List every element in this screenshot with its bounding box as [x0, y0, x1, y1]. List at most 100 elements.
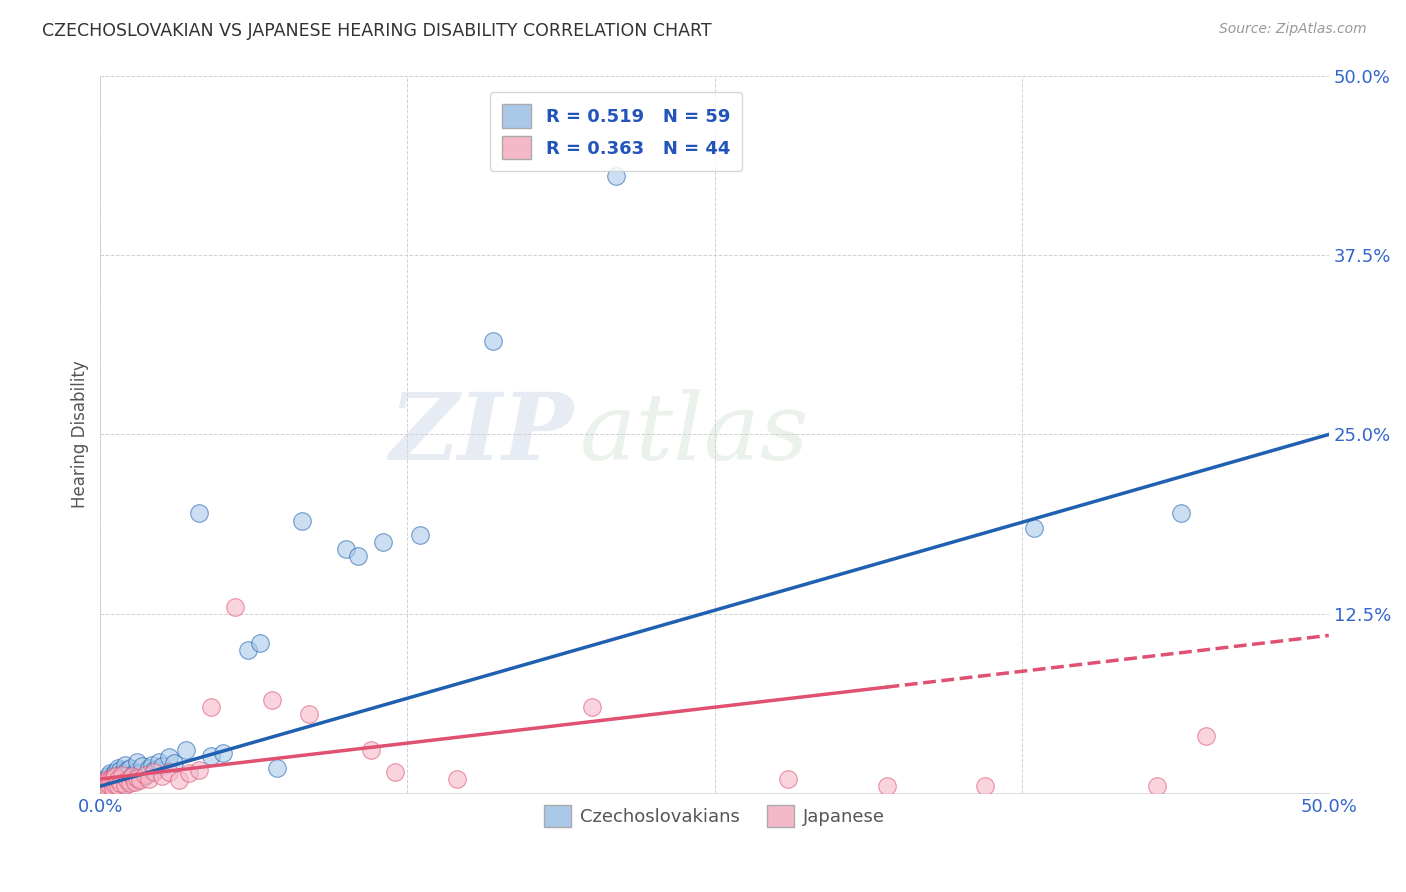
Point — [128, 766, 150, 780]
Point — [94, 782, 117, 797]
Point — [291, 514, 314, 528]
Point — [163, 756, 186, 771]
Point — [101, 780, 124, 795]
Point — [101, 771, 124, 785]
Point — [94, 778, 117, 792]
Point — [128, 773, 150, 788]
Text: ZIP: ZIP — [389, 390, 574, 479]
Point — [138, 772, 160, 786]
Point — [371, 535, 394, 549]
Point — [114, 778, 136, 792]
Point — [104, 778, 127, 792]
Point — [101, 780, 124, 795]
Point — [97, 769, 120, 783]
Point — [360, 743, 382, 757]
Point — [134, 767, 156, 781]
Point — [134, 769, 156, 783]
Point — [127, 773, 149, 788]
Point — [117, 773, 139, 788]
Point — [200, 749, 222, 764]
Point — [114, 769, 136, 783]
Point — [94, 780, 117, 795]
Point — [108, 776, 131, 790]
Point — [124, 764, 146, 779]
Point — [117, 764, 139, 778]
Point — [347, 549, 370, 564]
Point — [107, 779, 129, 793]
Point — [141, 757, 163, 772]
Point — [121, 767, 143, 781]
Point — [482, 334, 505, 348]
Point — [335, 542, 357, 557]
Point — [167, 773, 190, 788]
Point — [108, 773, 131, 788]
Point — [262, 693, 284, 707]
Point — [150, 759, 173, 773]
Point — [91, 780, 114, 795]
Point — [98, 766, 121, 780]
Point — [118, 772, 141, 786]
Point — [124, 775, 146, 789]
Point — [97, 772, 120, 786]
Text: CZECHOSLOVAKIAN VS JAPANESE HEARING DISABILITY CORRELATION CHART: CZECHOSLOVAKIAN VS JAPANESE HEARING DISA… — [42, 22, 711, 40]
Point — [605, 169, 627, 183]
Point — [778, 772, 800, 786]
Point — [224, 599, 246, 614]
Point — [148, 755, 170, 769]
Point — [1022, 521, 1045, 535]
Point — [107, 760, 129, 774]
Point — [97, 782, 120, 797]
Point — [108, 764, 131, 778]
Point — [107, 771, 129, 785]
Point — [98, 779, 121, 793]
Point — [104, 769, 127, 783]
Point — [111, 767, 134, 781]
Point — [111, 775, 134, 789]
Text: Source: ZipAtlas.com: Source: ZipAtlas.com — [1219, 22, 1367, 37]
Point — [97, 779, 120, 793]
Point — [446, 772, 468, 786]
Point — [107, 772, 129, 786]
Point — [111, 766, 134, 780]
Point — [1195, 729, 1218, 743]
Point — [101, 767, 124, 781]
Point — [143, 764, 166, 779]
Point — [249, 635, 271, 649]
Point — [107, 778, 129, 792]
Point — [384, 764, 406, 779]
Point — [118, 776, 141, 790]
Point — [114, 776, 136, 790]
Point — [212, 746, 235, 760]
Point — [157, 764, 180, 779]
Point — [1146, 779, 1168, 793]
Point — [187, 507, 209, 521]
Point — [98, 778, 121, 792]
Point — [98, 772, 121, 786]
Point — [409, 528, 432, 542]
Point — [200, 700, 222, 714]
Point — [581, 700, 603, 714]
Point — [266, 760, 288, 774]
Point — [236, 642, 259, 657]
Point — [101, 775, 124, 789]
Point — [104, 764, 127, 779]
Point — [143, 764, 166, 778]
Point — [91, 776, 114, 790]
Point — [187, 764, 209, 778]
Point — [94, 773, 117, 788]
Point — [150, 769, 173, 783]
Y-axis label: Hearing Disability: Hearing Disability — [72, 360, 89, 508]
Point — [138, 760, 160, 774]
Point — [91, 782, 114, 797]
Point — [1170, 507, 1192, 521]
Point — [94, 775, 117, 789]
Point — [127, 771, 149, 785]
Point — [177, 766, 200, 780]
Point — [298, 707, 321, 722]
Point — [131, 759, 153, 773]
Point — [114, 757, 136, 772]
Point — [98, 773, 121, 788]
Point — [97, 775, 120, 789]
Point — [104, 776, 127, 790]
Point — [118, 760, 141, 774]
